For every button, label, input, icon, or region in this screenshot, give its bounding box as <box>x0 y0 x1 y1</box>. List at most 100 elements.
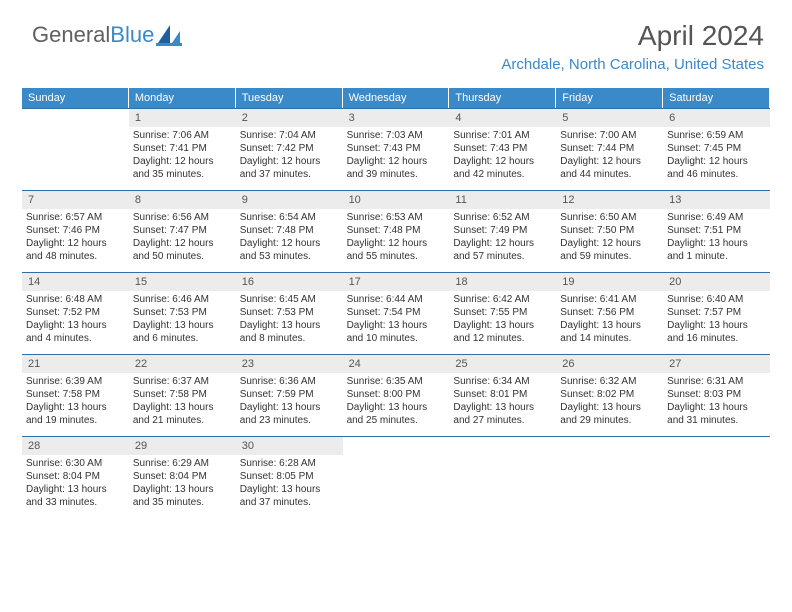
day-number: 2 <box>236 109 343 127</box>
calendar-cell: 19Sunrise: 6:41 AMSunset: 7:56 PMDayligh… <box>556 272 663 354</box>
sunrise-line: Sunrise: 6:36 AM <box>240 375 339 388</box>
daylight-line: Daylight: 13 hours and 23 minutes. <box>240 401 339 427</box>
sunset-line: Sunset: 8:04 PM <box>133 470 232 483</box>
daylight-line: Daylight: 13 hours and 37 minutes. <box>240 483 339 509</box>
sunrise-line: Sunrise: 7:01 AM <box>453 129 552 142</box>
sunset-line: Sunset: 7:49 PM <box>453 224 552 237</box>
title-block: April 2024 Archdale, North Carolina, Uni… <box>501 20 764 73</box>
calendar-cell: 21Sunrise: 6:39 AMSunset: 7:58 PMDayligh… <box>22 354 129 436</box>
sunrise-line: Sunrise: 6:52 AM <box>453 211 552 224</box>
day-number: 24 <box>343 355 450 373</box>
calendar-cell: 26Sunrise: 6:32 AMSunset: 8:02 PMDayligh… <box>556 354 663 436</box>
calendar-cell: 1Sunrise: 7:06 AMSunset: 7:41 PMDaylight… <box>129 108 236 190</box>
day-info: Sunrise: 6:39 AMSunset: 7:58 PMDaylight:… <box>22 373 129 431</box>
daylight-line: Daylight: 13 hours and 25 minutes. <box>347 401 446 427</box>
day-number: 15 <box>129 273 236 291</box>
calendar-grid: SundayMondayTuesdayWednesdayThursdayFrid… <box>22 88 770 518</box>
sunrise-line: Sunrise: 6:57 AM <box>26 211 125 224</box>
sunset-line: Sunset: 7:43 PM <box>347 142 446 155</box>
calendar-cell: 20Sunrise: 6:40 AMSunset: 7:57 PMDayligh… <box>663 272 770 354</box>
sunrise-line: Sunrise: 6:59 AM <box>667 129 766 142</box>
calendar-cell: 6Sunrise: 6:59 AMSunset: 7:45 PMDaylight… <box>663 108 770 190</box>
day-info: Sunrise: 6:29 AMSunset: 8:04 PMDaylight:… <box>129 455 236 513</box>
day-header: Monday <box>129 88 236 108</box>
calendar-cell: 24Sunrise: 6:35 AMSunset: 8:00 PMDayligh… <box>343 354 450 436</box>
daylight-line: Daylight: 13 hours and 4 minutes. <box>26 319 125 345</box>
day-number: 29 <box>129 437 236 455</box>
day-info: Sunrise: 6:45 AMSunset: 7:53 PMDaylight:… <box>236 291 343 349</box>
calendar-cell: 27Sunrise: 6:31 AMSunset: 8:03 PMDayligh… <box>663 354 770 436</box>
day-number: 22 <box>129 355 236 373</box>
day-header: Wednesday <box>343 88 450 108</box>
sunset-line: Sunset: 7:48 PM <box>240 224 339 237</box>
sunset-line: Sunset: 8:03 PM <box>667 388 766 401</box>
calendar-cell: 12Sunrise: 6:50 AMSunset: 7:50 PMDayligh… <box>556 190 663 272</box>
calendar-cell: 8Sunrise: 6:56 AMSunset: 7:47 PMDaylight… <box>129 190 236 272</box>
sunrise-line: Sunrise: 6:37 AM <box>133 375 232 388</box>
day-number: 25 <box>449 355 556 373</box>
calendar-cell-empty <box>556 436 663 518</box>
sunset-line: Sunset: 7:53 PM <box>240 306 339 319</box>
calendar-cell: 23Sunrise: 6:36 AMSunset: 7:59 PMDayligh… <box>236 354 343 436</box>
daylight-line: Daylight: 13 hours and 33 minutes. <box>26 483 125 509</box>
calendar-cell: 16Sunrise: 6:45 AMSunset: 7:53 PMDayligh… <box>236 272 343 354</box>
calendar-cell-empty <box>22 108 129 190</box>
calendar-cell: 29Sunrise: 6:29 AMSunset: 8:04 PMDayligh… <box>129 436 236 518</box>
daylight-line: Daylight: 12 hours and 48 minutes. <box>26 237 125 263</box>
sunset-line: Sunset: 7:42 PM <box>240 142 339 155</box>
day-info: Sunrise: 6:28 AMSunset: 8:05 PMDaylight:… <box>236 455 343 513</box>
day-info: Sunrise: 6:34 AMSunset: 8:01 PMDaylight:… <box>449 373 556 431</box>
sunrise-line: Sunrise: 6:53 AM <box>347 211 446 224</box>
daylight-line: Daylight: 12 hours and 46 minutes. <box>667 155 766 181</box>
day-number: 14 <box>22 273 129 291</box>
day-header: Thursday <box>449 88 556 108</box>
day-info: Sunrise: 6:56 AMSunset: 7:47 PMDaylight:… <box>129 209 236 267</box>
day-info: Sunrise: 6:35 AMSunset: 8:00 PMDaylight:… <box>343 373 450 431</box>
day-number: 3 <box>343 109 450 127</box>
day-number: 9 <box>236 191 343 209</box>
day-info: Sunrise: 6:31 AMSunset: 8:03 PMDaylight:… <box>663 373 770 431</box>
calendar-cell: 11Sunrise: 6:52 AMSunset: 7:49 PMDayligh… <box>449 190 556 272</box>
day-number: 19 <box>556 273 663 291</box>
daylight-line: Daylight: 13 hours and 1 minute. <box>667 237 766 263</box>
calendar-cell-empty <box>343 436 450 518</box>
calendar-cell: 18Sunrise: 6:42 AMSunset: 7:55 PMDayligh… <box>449 272 556 354</box>
sunset-line: Sunset: 7:47 PM <box>133 224 232 237</box>
day-number: 20 <box>663 273 770 291</box>
sunset-line: Sunset: 7:58 PM <box>133 388 232 401</box>
calendar-cell: 30Sunrise: 6:28 AMSunset: 8:05 PMDayligh… <box>236 436 343 518</box>
daylight-line: Daylight: 12 hours and 50 minutes. <box>133 237 232 263</box>
sunset-line: Sunset: 7:43 PM <box>453 142 552 155</box>
sunset-line: Sunset: 7:56 PM <box>560 306 659 319</box>
daylight-line: Daylight: 12 hours and 55 minutes. <box>347 237 446 263</box>
daylight-line: Daylight: 13 hours and 12 minutes. <box>453 319 552 345</box>
sunrise-line: Sunrise: 6:32 AM <box>560 375 659 388</box>
logo: General Blue <box>32 22 182 48</box>
day-info: Sunrise: 6:50 AMSunset: 7:50 PMDaylight:… <box>556 209 663 267</box>
sunset-line: Sunset: 7:54 PM <box>347 306 446 319</box>
day-number: 7 <box>22 191 129 209</box>
day-info: Sunrise: 7:00 AMSunset: 7:44 PMDaylight:… <box>556 127 663 185</box>
day-info: Sunrise: 7:01 AMSunset: 7:43 PMDaylight:… <box>449 127 556 185</box>
day-info: Sunrise: 6:52 AMSunset: 7:49 PMDaylight:… <box>449 209 556 267</box>
day-number: 27 <box>663 355 770 373</box>
calendar-cell: 25Sunrise: 6:34 AMSunset: 8:01 PMDayligh… <box>449 354 556 436</box>
daylight-line: Daylight: 12 hours and 35 minutes. <box>133 155 232 181</box>
daylight-line: Daylight: 13 hours and 35 minutes. <box>133 483 232 509</box>
calendar-cell: 7 Sunrise: 6:57 AMSunset: 7:46 PMDaylight… <box>22 190 129 272</box>
day-number: 30 <box>236 437 343 455</box>
daylight-line: Daylight: 13 hours and 10 minutes. <box>347 319 446 345</box>
day-number: 28 <box>22 437 129 455</box>
sunrise-line: Sunrise: 6:48 AM <box>26 293 125 306</box>
day-number: 18 <box>449 273 556 291</box>
day-info: Sunrise: 6:36 AMSunset: 7:59 PMDaylight:… <box>236 373 343 431</box>
day-number: 23 <box>236 355 343 373</box>
calendar-cell: 17Sunrise: 6:44 AMSunset: 7:54 PMDayligh… <box>343 272 450 354</box>
sunrise-line: Sunrise: 6:39 AM <box>26 375 125 388</box>
day-info: Sunrise: 6:32 AMSunset: 8:02 PMDaylight:… <box>556 373 663 431</box>
sunset-line: Sunset: 8:02 PM <box>560 388 659 401</box>
sunset-line: Sunset: 7:46 PM <box>26 224 125 237</box>
sunset-line: Sunset: 7:57 PM <box>667 306 766 319</box>
daylight-line: Daylight: 13 hours and 29 minutes. <box>560 401 659 427</box>
sunset-line: Sunset: 7:58 PM <box>26 388 125 401</box>
